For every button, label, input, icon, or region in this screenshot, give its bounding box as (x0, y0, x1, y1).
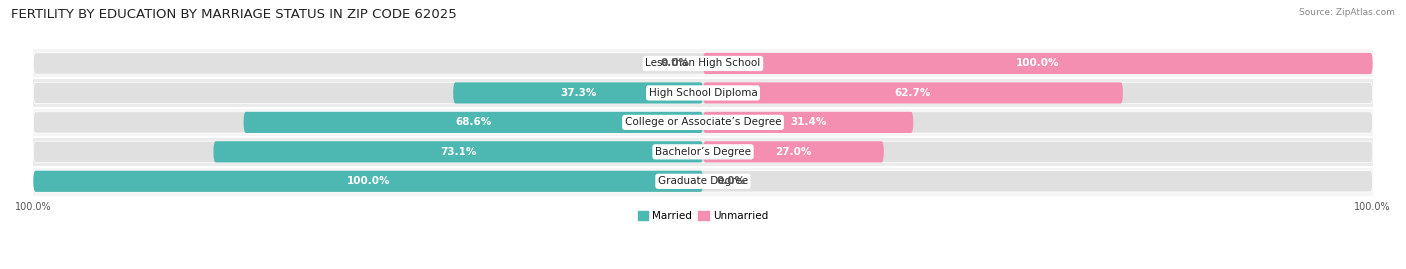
Text: Source: ZipAtlas.com: Source: ZipAtlas.com (1299, 8, 1395, 17)
FancyBboxPatch shape (34, 171, 703, 192)
Text: 0.0%: 0.0% (717, 176, 745, 186)
Text: Graduate Degree: Graduate Degree (658, 176, 748, 186)
FancyBboxPatch shape (703, 112, 914, 133)
FancyBboxPatch shape (34, 112, 1372, 133)
Text: 0.0%: 0.0% (661, 58, 689, 69)
Text: College or Associate’s Degree: College or Associate’s Degree (624, 117, 782, 128)
FancyBboxPatch shape (34, 141, 1372, 162)
Text: Less than High School: Less than High School (645, 58, 761, 69)
FancyBboxPatch shape (34, 82, 1372, 104)
Bar (34, 49, 1372, 78)
Bar (34, 167, 1372, 196)
FancyBboxPatch shape (214, 141, 703, 162)
FancyBboxPatch shape (703, 53, 1372, 74)
FancyBboxPatch shape (34, 53, 1372, 74)
Text: 62.7%: 62.7% (894, 88, 931, 98)
Bar (34, 137, 1372, 167)
Text: Bachelor’s Degree: Bachelor’s Degree (655, 147, 751, 157)
FancyBboxPatch shape (34, 171, 1372, 192)
Text: 31.4%: 31.4% (790, 117, 827, 128)
Text: 100.0%: 100.0% (1017, 58, 1060, 69)
Bar (34, 78, 1372, 108)
Text: High School Diploma: High School Diploma (648, 88, 758, 98)
Text: FERTILITY BY EDUCATION BY MARRIAGE STATUS IN ZIP CODE 62025: FERTILITY BY EDUCATION BY MARRIAGE STATU… (11, 8, 457, 21)
Legend: Married, Unmarried: Married, Unmarried (634, 207, 772, 225)
Text: 73.1%: 73.1% (440, 147, 477, 157)
FancyBboxPatch shape (703, 141, 884, 162)
Text: 27.0%: 27.0% (775, 147, 811, 157)
Text: 37.3%: 37.3% (560, 88, 596, 98)
FancyBboxPatch shape (703, 82, 1123, 104)
FancyBboxPatch shape (243, 112, 703, 133)
Bar (34, 108, 1372, 137)
Text: 68.6%: 68.6% (456, 117, 492, 128)
FancyBboxPatch shape (453, 82, 703, 104)
Text: 100.0%: 100.0% (346, 176, 389, 186)
